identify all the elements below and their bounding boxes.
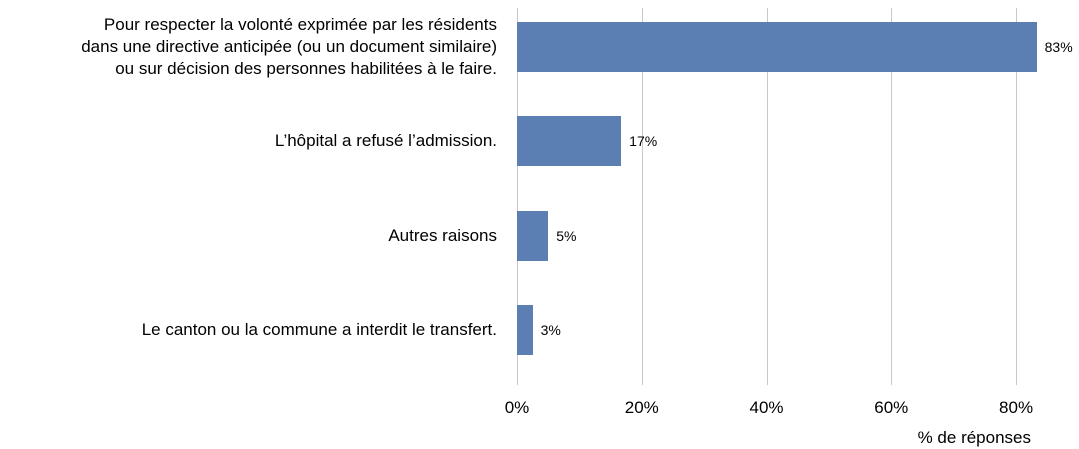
grid-line: [517, 8, 518, 385]
x-tick-label: 0%: [504, 398, 530, 417]
y-tick-label: L’hôpital a refusé l’admission.: [274, 131, 497, 151]
x-tick-label: 80%: [999, 398, 1034, 417]
grid-line: [641, 8, 643, 385]
y-tick-label: Autres raisons: [388, 225, 497, 245]
bar: [517, 304, 533, 355]
x-tick-label: 40%: [749, 398, 784, 417]
grid-line: [1016, 8, 1018, 385]
grid-line: [766, 8, 768, 385]
x-tick-label: 60%: [874, 398, 909, 417]
bar: [517, 116, 622, 167]
x-tick-label: 20%: [624, 398, 659, 417]
data-label: 17%: [629, 133, 658, 150]
x-axis-label: % de réponses: [917, 428, 1031, 447]
data-label: 5%: [556, 227, 577, 244]
y-tick-label: Le canton ou la commune a interdit le tr…: [141, 319, 497, 339]
data-label: 83%: [1044, 39, 1073, 56]
data-label: 3%: [540, 321, 561, 338]
y-tick-label: Pour respecter la volonté exprimée par l…: [81, 15, 497, 79]
grid-line: [891, 8, 893, 385]
bar: [517, 210, 549, 261]
bar: [517, 22, 1037, 73]
